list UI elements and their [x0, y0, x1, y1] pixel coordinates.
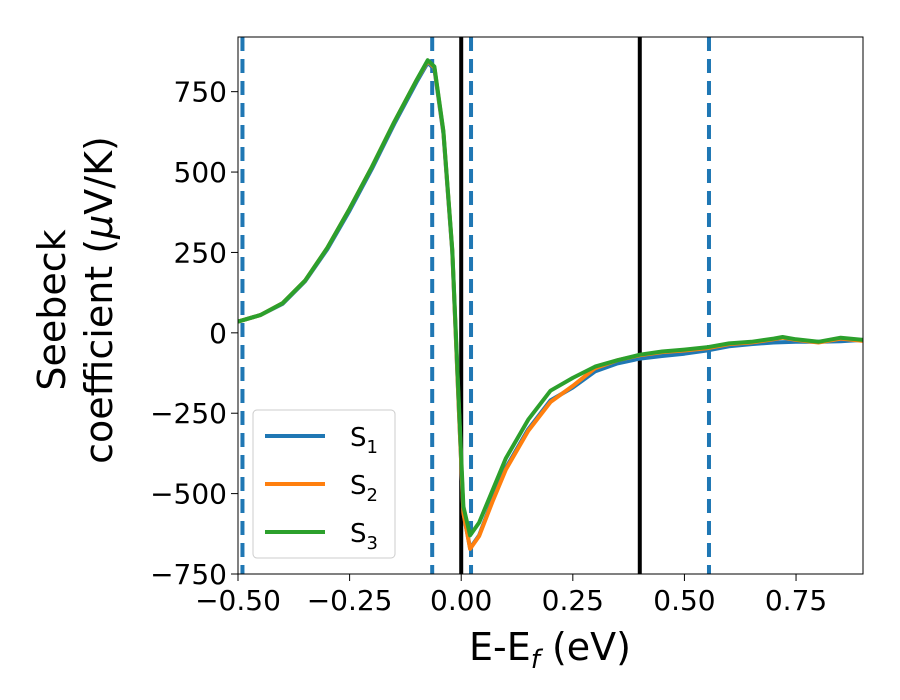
plot-frame: [237, 36, 864, 575]
series-line-s3: [238, 58, 863, 538]
y-axis-ticks: 750 500 250 0 −250 −500 −750: [150, 76, 238, 591]
legend-label-s3: S3: [350, 519, 378, 554]
legend-label-s1: S1: [350, 423, 378, 458]
y-tick-label: −250: [150, 397, 227, 430]
legend: S1 S2 S3: [252, 409, 396, 559]
x-tick-label: −0.25: [307, 584, 393, 617]
x-tick-label: 0.00: [430, 584, 492, 617]
dashed-reference-lines: [240, 37, 711, 574]
x-axis-ticks: −0.50 −0.25 0.00 0.25 0.50 0.75: [195, 574, 827, 617]
x-tick-label: 0.50: [653, 584, 715, 617]
legend-label-s2: S2: [350, 471, 378, 506]
y-tick-label: 0: [209, 317, 227, 350]
solid-reference-lines: [459, 37, 642, 574]
x-tick-label: 0.75: [765, 584, 827, 617]
y-tick-label: 250: [174, 236, 227, 269]
y-tick-label: −500: [150, 478, 227, 511]
x-tick-label: 0.25: [542, 584, 604, 617]
series-lines: [238, 58, 863, 551]
y-axis-label-line2: coefficient (μV/K): [77, 136, 121, 464]
y-axis-label-line1: Seebeck: [30, 229, 74, 390]
x-axis-label: E-Ef (eV): [469, 625, 631, 675]
y-tick-label: −750: [150, 558, 227, 591]
y-tick-label: 500: [174, 156, 227, 189]
y-tick-label: 750: [174, 76, 227, 109]
x-tick-label: −0.50: [195, 584, 281, 617]
